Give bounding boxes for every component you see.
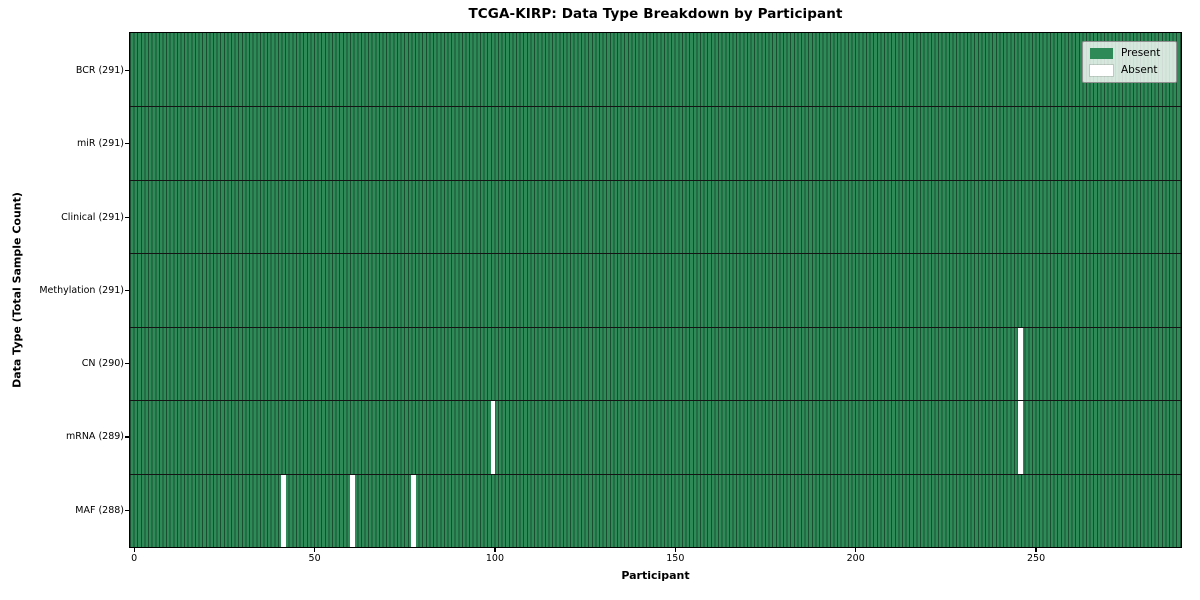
absent-gap <box>411 474 416 548</box>
x-tick-label: 250 <box>1027 553 1046 564</box>
x-tick-mark <box>133 548 135 553</box>
legend-swatch-present <box>1090 48 1113 59</box>
x-tick-mark <box>494 548 496 553</box>
absent-gap <box>490 401 496 474</box>
y-tick-label: MAF (288) <box>75 504 124 516</box>
y-axis-label: Data Type (Total Sample Count) <box>10 192 24 388</box>
x-axis-label: Participant <box>621 569 690 582</box>
y-tick-label: miR (291) <box>76 138 124 150</box>
legend-label: Present <box>1121 47 1161 59</box>
row-BCR <box>130 33 1181 107</box>
row-miR <box>130 106 1181 181</box>
plot-area <box>129 32 1182 549</box>
absent-gap <box>1017 327 1023 401</box>
chart-title: TCGA-KIRP: Data Type Breakdown by Partic… <box>468 6 843 22</box>
legend: Present Absent <box>1082 41 1177 83</box>
absent-gap <box>1017 401 1023 474</box>
y-tick-label: mRNA (289) <box>65 431 124 443</box>
y-tick-label: BCR (291) <box>75 65 124 77</box>
x-tick-mark <box>313 548 316 553</box>
row-mRNA <box>130 401 1181 475</box>
x-tick-label: 100 <box>485 553 505 564</box>
x-tick-mark <box>1035 548 1037 553</box>
row-CN <box>130 327 1181 402</box>
absent-gap <box>281 474 286 548</box>
legend-entry-present: Present <box>1090 47 1169 60</box>
legend-label: Absent <box>1121 64 1158 76</box>
row-Clinical <box>130 180 1181 255</box>
x-tick-label: 150 <box>666 553 685 564</box>
x-tick-mark <box>855 548 857 553</box>
absent-gap <box>349 474 355 548</box>
legend-swatch-absent <box>1089 64 1114 77</box>
legend-entry-absent: Absent <box>1089 64 1169 77</box>
row-Methylation <box>130 254 1181 328</box>
x-tick-label: 0 <box>131 553 138 564</box>
x-tick-label: 200 <box>846 553 865 564</box>
x-tick-label: 50 <box>308 553 321 564</box>
row-MAF <box>130 474 1181 548</box>
x-tick-mark <box>674 548 676 553</box>
